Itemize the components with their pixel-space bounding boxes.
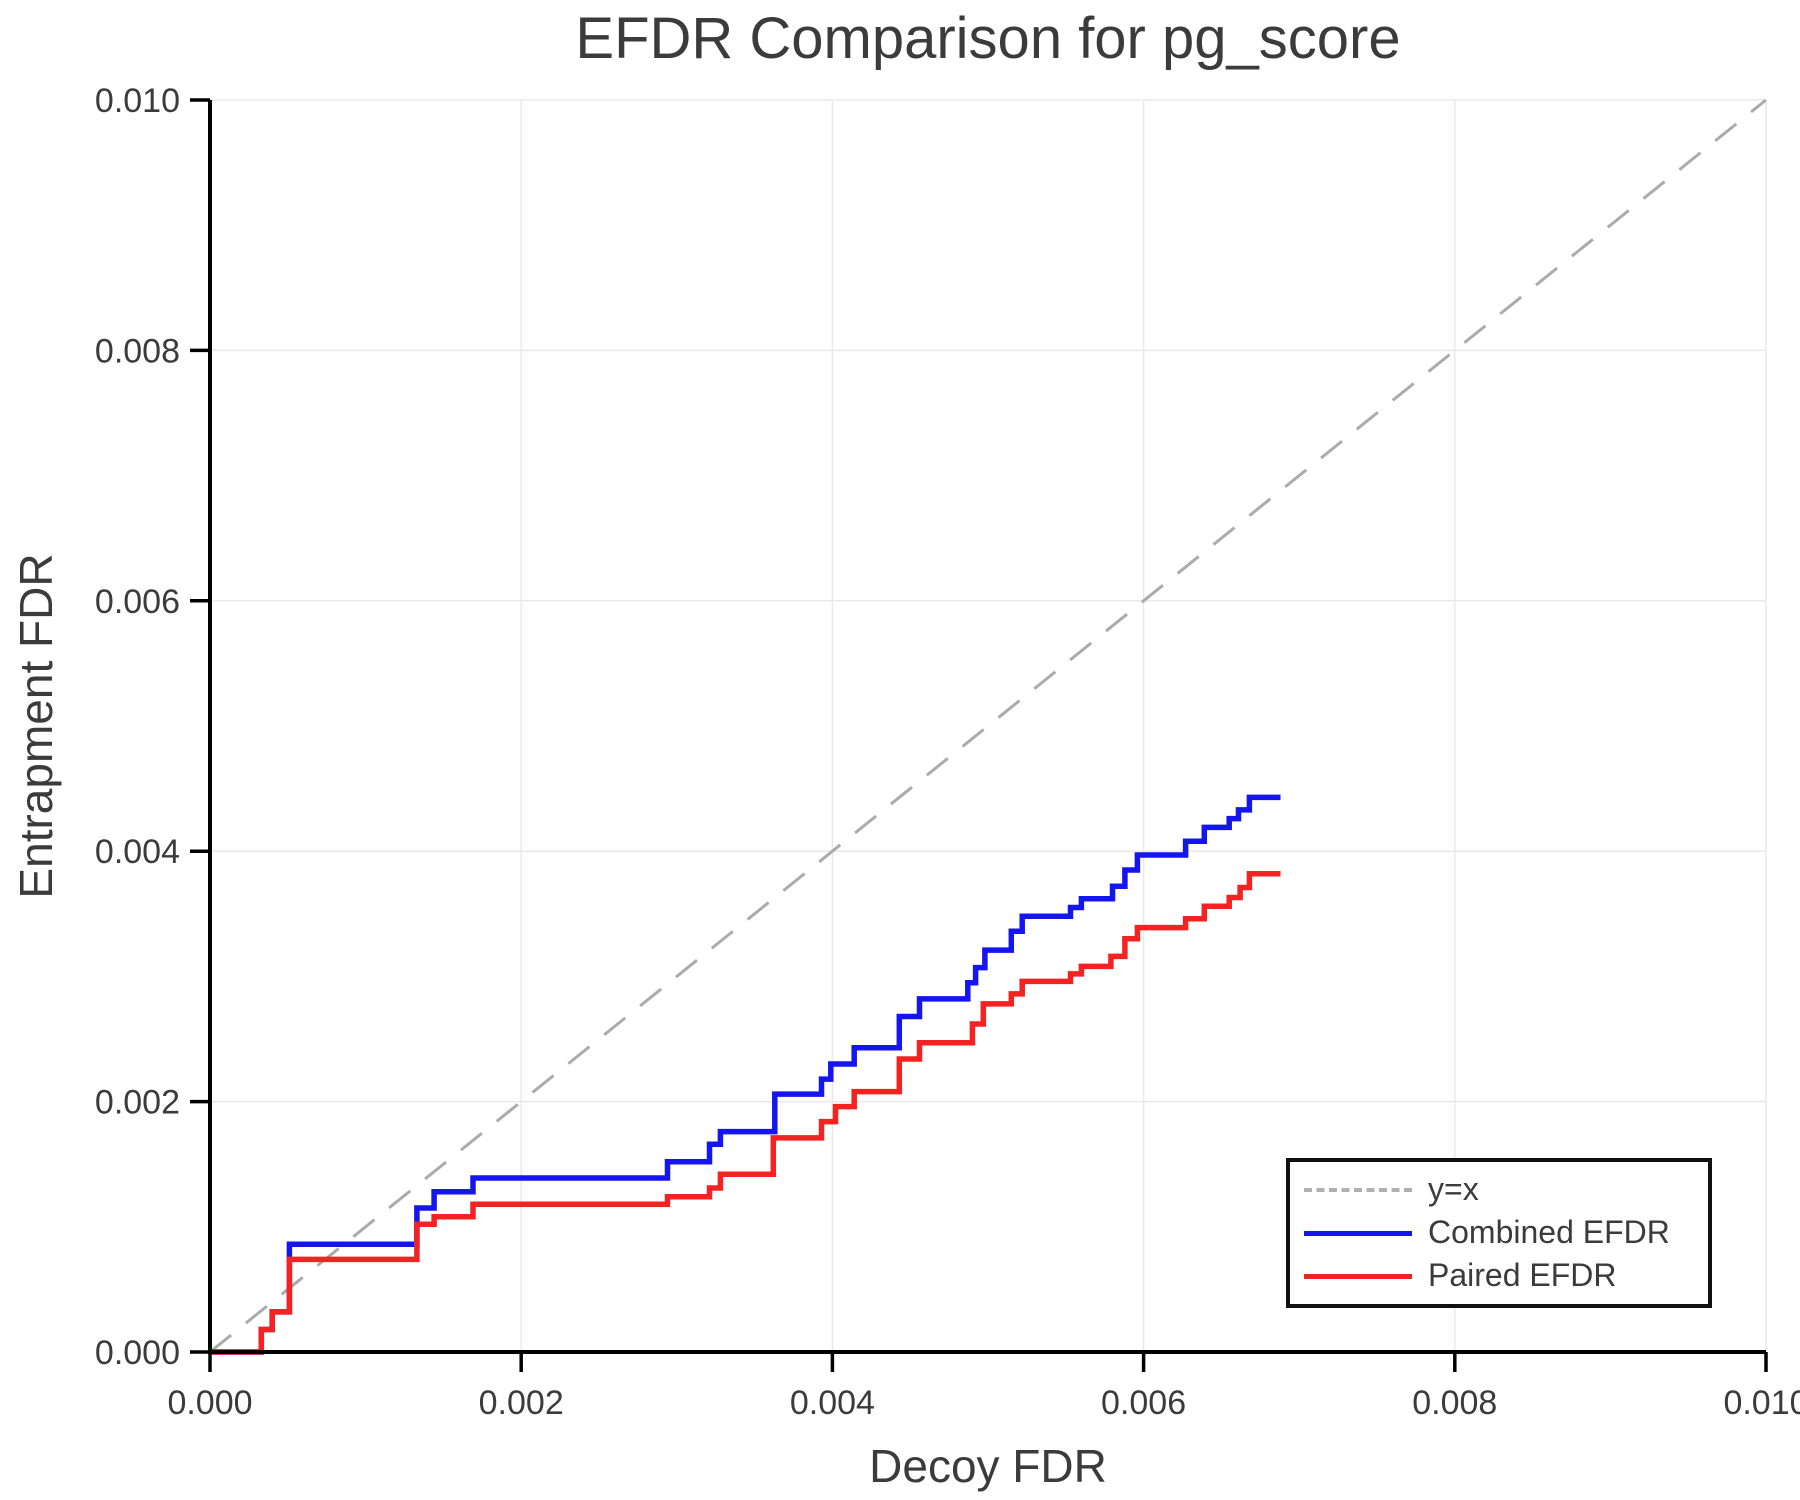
y-tick-label: 0.000 <box>95 1334 180 1372</box>
y-tick-label: 0.008 <box>95 332 180 370</box>
series-combined-efdr-line <box>210 794 1281 1355</box>
legend-item-combined-efdr: Combined EFDR <box>1304 1214 1708 1252</box>
y-tick-label: 0.004 <box>95 833 180 871</box>
x-tick-label: 0.008 <box>1412 1384 1497 1422</box>
y-tick-label: 0.006 <box>95 583 180 621</box>
x-tick-label: 0.006 <box>1101 1384 1186 1422</box>
legend-dashed-line-sample <box>1304 1188 1412 1192</box>
series-paired-efdr-line <box>210 870 1281 1355</box>
x-tick-label: 0.002 <box>479 1384 564 1422</box>
series-lines <box>210 794 1281 1355</box>
legend-combined-line-sample <box>1304 1230 1412 1236</box>
axes <box>190 98 1768 1372</box>
y-tick-label: 0.010 <box>95 82 180 120</box>
identity-line <box>209 98 1767 1354</box>
x-tick-label: 0.004 <box>790 1384 875 1422</box>
chart-title: EFDR Comparison for pg_score <box>575 6 1400 71</box>
x-tick-label: 0.010 <box>1723 1384 1800 1422</box>
legend-item-yx: y=x <box>1304 1171 1708 1209</box>
legend-paired-line-sample <box>1304 1273 1412 1279</box>
tick-labels: 0.000 0.002 0.004 0.006 0.008 0.010 0.000 0.002… <box>95 82 1800 1422</box>
x-tick-label: 0.000 <box>167 1384 252 1422</box>
legend-label-paired-efdr: Paired EFDR <box>1428 1257 1617 1294</box>
legend-label-combined-efdr: Combined EFDR <box>1428 1214 1670 1251</box>
y-axis-label: Entrapment FDR <box>10 553 62 898</box>
legend-item-paired-efdr: Paired EFDR <box>1304 1257 1708 1295</box>
identity-line-layer <box>209 98 1767 1354</box>
legend: y=x Combined EFDR Paired EFDR <box>1286 1158 1712 1308</box>
legend-label-yx: y=x <box>1428 1171 1479 1208</box>
y-tick-label: 0.002 <box>95 1084 180 1122</box>
x-axis-label: Decoy FDR <box>869 1440 1107 1492</box>
